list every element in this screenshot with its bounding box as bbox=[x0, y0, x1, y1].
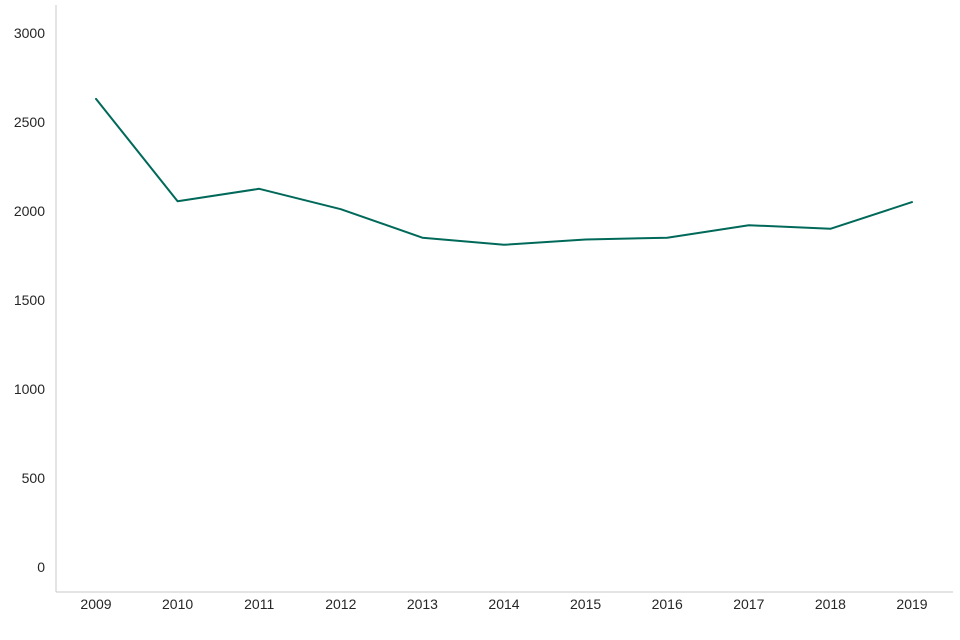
x-tick-label: 2013 bbox=[407, 596, 438, 612]
y-tick-label: 2500 bbox=[14, 114, 45, 130]
y-tick-label: 3000 bbox=[14, 25, 45, 41]
x-tick-label: 2019 bbox=[896, 596, 927, 612]
y-tick-label: 0 bbox=[37, 559, 45, 575]
y-tick-label: 1500 bbox=[14, 292, 45, 308]
y-tick-label: 1000 bbox=[14, 381, 45, 397]
x-tick-label: 2012 bbox=[325, 596, 356, 612]
y-tick-label: 500 bbox=[22, 470, 46, 486]
x-tick-label: 2014 bbox=[488, 596, 519, 612]
x-tick-label: 2011 bbox=[244, 596, 274, 612]
x-tick-label: 2009 bbox=[80, 596, 111, 612]
x-tick-label: 2016 bbox=[652, 596, 683, 612]
x-tick-label: 2010 bbox=[162, 596, 193, 612]
y-tick-label: 2000 bbox=[14, 203, 45, 219]
x-tick-label: 2015 bbox=[570, 596, 601, 612]
x-tick-label: 2017 bbox=[733, 596, 764, 612]
x-tick-label: 2018 bbox=[815, 596, 846, 612]
series-line bbox=[95, 97, 913, 246]
